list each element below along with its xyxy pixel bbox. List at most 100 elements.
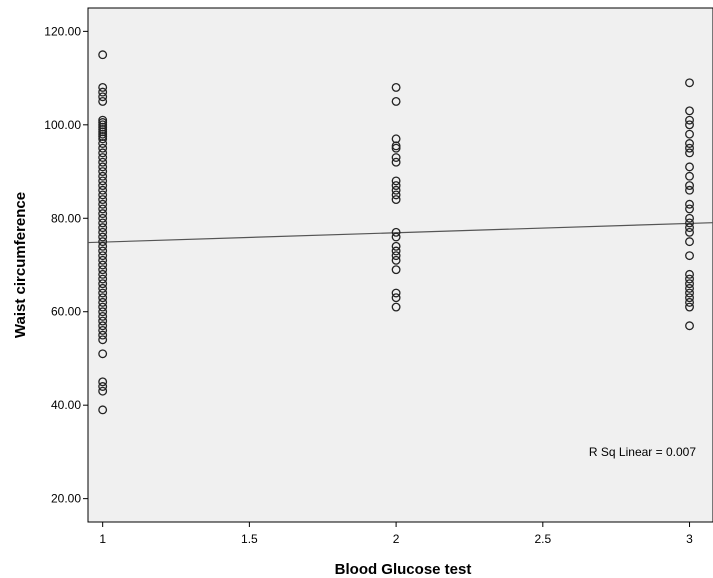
data-point [391, 302, 401, 312]
plot-area [87, 7, 713, 523]
x-tick-label: 1 [99, 532, 106, 546]
data-point [685, 139, 694, 148]
data-point [98, 162, 108, 172]
data-point [98, 199, 108, 209]
data-point [98, 129, 108, 139]
data-point [391, 97, 401, 106]
data-point [685, 213, 694, 223]
data-point [98, 349, 108, 359]
data-point [685, 288, 694, 298]
data-point [98, 157, 108, 167]
data-point [98, 377, 108, 387]
data-point [685, 204, 694, 214]
data-point [391, 143, 401, 153]
x-axis-ticks: 1 1.5 2 2.5 3 [99, 522, 693, 546]
data-point [98, 279, 108, 289]
data-point [98, 204, 108, 214]
y-tick-label: 80.00 [51, 211, 81, 225]
data-point [98, 190, 108, 200]
data-point [391, 232, 401, 242]
data-point [685, 148, 694, 158]
data-point [685, 274, 694, 284]
data-point [98, 316, 108, 326]
data-point [391, 181, 401, 191]
data-point [685, 181, 694, 191]
data-point [391, 185, 401, 195]
data-point [98, 139, 108, 148]
x-tick-label: 2.5 [534, 532, 551, 546]
data-point [98, 265, 108, 275]
data-point [685, 199, 694, 209]
data-point [685, 106, 694, 116]
x-tick-label: 3 [686, 532, 693, 546]
data-point [391, 288, 401, 298]
data-point [685, 227, 694, 237]
data-point [391, 241, 401, 251]
data-point [98, 335, 108, 345]
x-tick-label: 2 [393, 532, 400, 546]
data-point [98, 269, 108, 279]
data-point [98, 97, 108, 106]
data-point [391, 251, 401, 261]
data-point [685, 223, 694, 233]
data-point [98, 218, 108, 228]
data-point [98, 382, 108, 391]
data-point [391, 176, 401, 186]
data-point [98, 255, 108, 265]
data-point [98, 405, 108, 415]
data-point [391, 255, 401, 265]
y-tick-label: 120.00 [44, 24, 81, 38]
data-point [98, 251, 108, 261]
data-point [685, 302, 694, 312]
data-point [391, 195, 401, 205]
data-point [98, 92, 108, 102]
data-point [98, 386, 108, 396]
data-point [685, 185, 694, 195]
data-point [98, 283, 108, 293]
data-point [98, 153, 108, 162]
y-axis-title: Waist circumference [12, 192, 29, 338]
data-point [98, 213, 108, 223]
data-point [98, 232, 108, 242]
data-point [98, 176, 108, 186]
data-point [98, 209, 108, 219]
data-point [98, 171, 108, 181]
data-point [685, 120, 694, 130]
data-point [98, 288, 108, 298]
data-point [391, 141, 401, 151]
y-tick-label: 60.00 [51, 305, 81, 319]
data-point [98, 195, 108, 205]
data-point [98, 237, 108, 247]
data-point [685, 78, 694, 88]
data-point [98, 223, 108, 233]
data-point [391, 293, 401, 303]
data-point [685, 293, 694, 303]
data-point [98, 302, 108, 312]
y-tick-label: 40.00 [51, 398, 81, 412]
data-point [391, 82, 401, 92]
data-point [98, 227, 108, 237]
data-point [391, 265, 401, 275]
data-point [98, 297, 108, 307]
data-point [98, 143, 108, 153]
data-point [98, 330, 108, 340]
data-point [98, 274, 108, 284]
data-point [98, 311, 108, 321]
data-point [98, 50, 108, 60]
y-tick-label: 100.00 [44, 118, 81, 132]
data-point [685, 218, 694, 228]
data-point [98, 293, 108, 303]
data-point [98, 246, 108, 256]
data-point [98, 185, 108, 195]
data-point [98, 148, 108, 158]
data-point [685, 321, 694, 331]
data-point [98, 321, 108, 331]
data-point [685, 129, 694, 139]
data-point [98, 82, 108, 92]
data-point [685, 283, 694, 293]
data-point [685, 269, 694, 279]
data-point [98, 87, 108, 97]
data-point [98, 167, 108, 176]
data-point [98, 307, 108, 317]
